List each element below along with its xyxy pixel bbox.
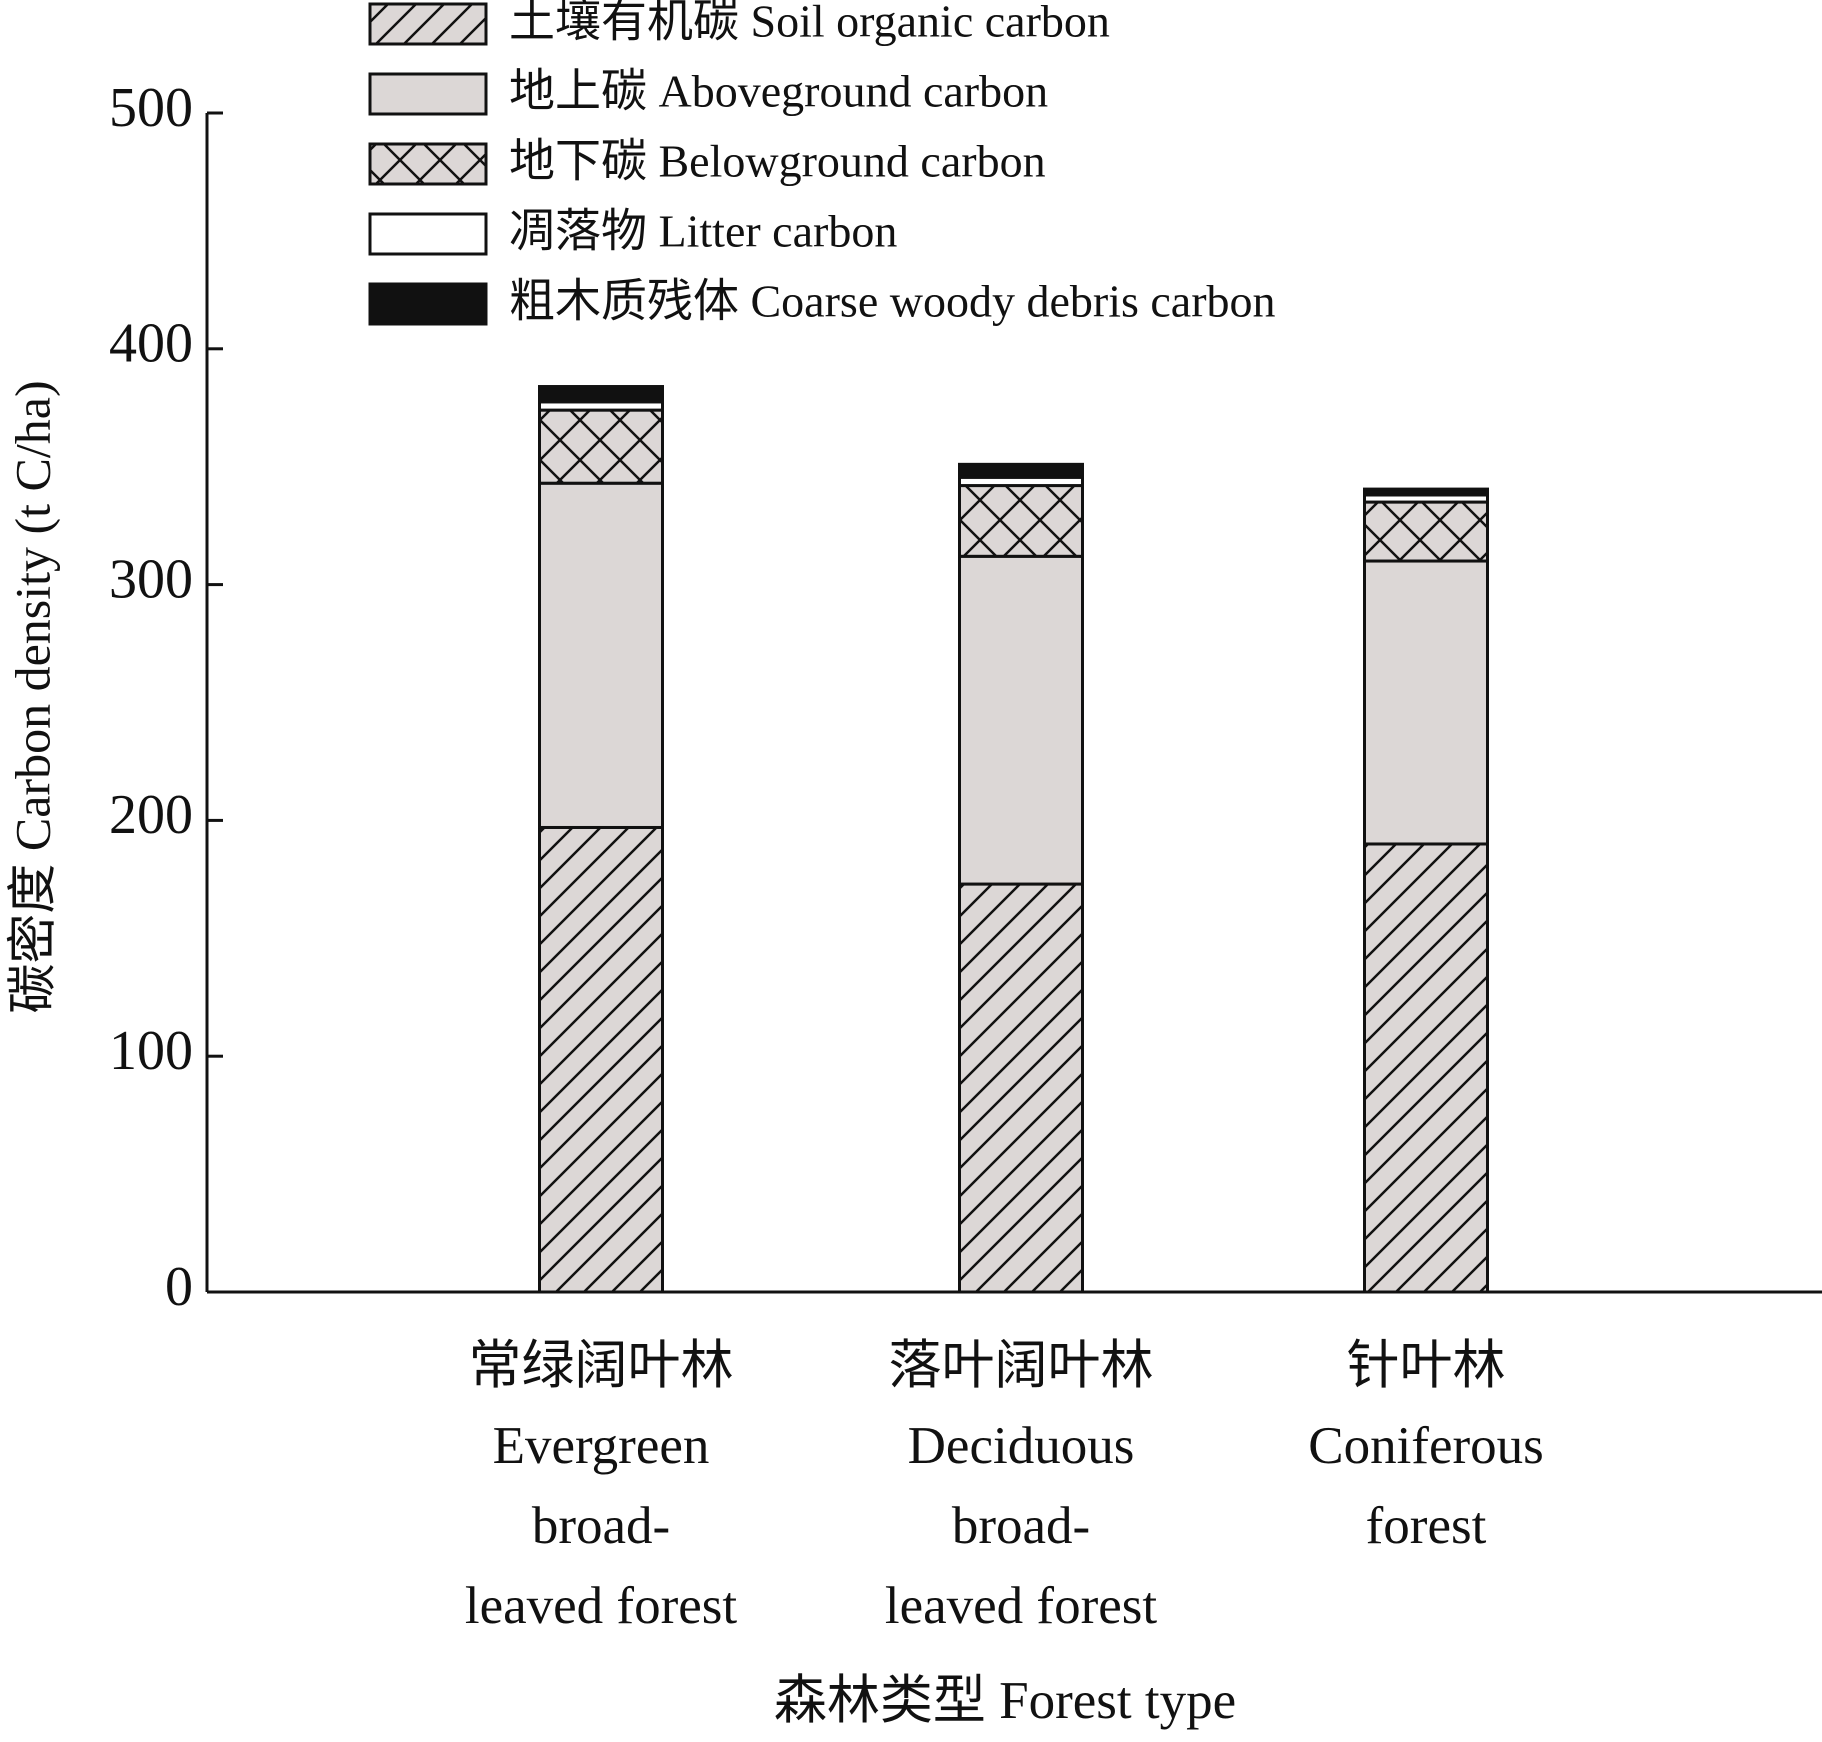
x-tick-label: 常绿阔叶林 [469, 1337, 734, 1395]
legend-label: 粗木质残体 Coarse woody debris carbon [509, 276, 1276, 327]
x-tick-label: Coniferous [1308, 1417, 1544, 1475]
x-tick-label: leaved forest [885, 1577, 1157, 1635]
x-tick-label: 针叶林 [1347, 1337, 1506, 1395]
y-tick-label: 100 [109, 1020, 193, 1082]
legend-swatch [368, 142, 488, 186]
legend-swatch [368, 72, 488, 116]
x-tick-label: broad- [532, 1497, 670, 1555]
bar-segment [958, 484, 1084, 558]
y-tick-label: 0 [165, 1256, 193, 1318]
bar-segment [538, 481, 664, 829]
y-tick-label: 500 [109, 77, 193, 139]
legend-swatch [368, 282, 488, 326]
legend-label: 地上碳 Aboveground carbon [509, 66, 1048, 117]
x-tick-label: forest [1366, 1497, 1487, 1555]
legend-label: 凋落物 Litter carbon [509, 206, 897, 257]
legend-swatch [368, 2, 488, 46]
x-tick-label: Evergreen [493, 1417, 710, 1475]
bar-segment [538, 408, 664, 485]
legend-label: 土壤有机碳 Soil organic carbon [509, 0, 1110, 47]
y-tick-label: 300 [109, 548, 193, 610]
bar-segment [1363, 559, 1489, 846]
x-tick-label: 落叶阔叶林 [889, 1337, 1154, 1395]
bar-segment [538, 385, 664, 404]
x-tick-label: Deciduous [908, 1417, 1135, 1475]
bar-segment [1363, 842, 1489, 1294]
bar-segment [958, 462, 1084, 479]
x-axis-label: 森林类型 Forest type [774, 1672, 1236, 1730]
legend-label: 地下碳 Belowground carbon [509, 136, 1046, 187]
bar-segment [1363, 487, 1489, 497]
bar-segment [1363, 500, 1489, 563]
x-tick-label: leaved forest [465, 1577, 737, 1635]
bar-segment [958, 554, 1084, 886]
bar-segment [538, 825, 664, 1294]
x-tick-label: broad- [952, 1497, 1090, 1555]
y-tick-label: 200 [109, 784, 193, 846]
legend-swatch [368, 212, 488, 256]
bar-segment [958, 882, 1084, 1294]
y-axis-label: 碳密度 Carbon density (t C/ha) [4, 380, 60, 1013]
y-tick-label: 400 [109, 313, 193, 375]
